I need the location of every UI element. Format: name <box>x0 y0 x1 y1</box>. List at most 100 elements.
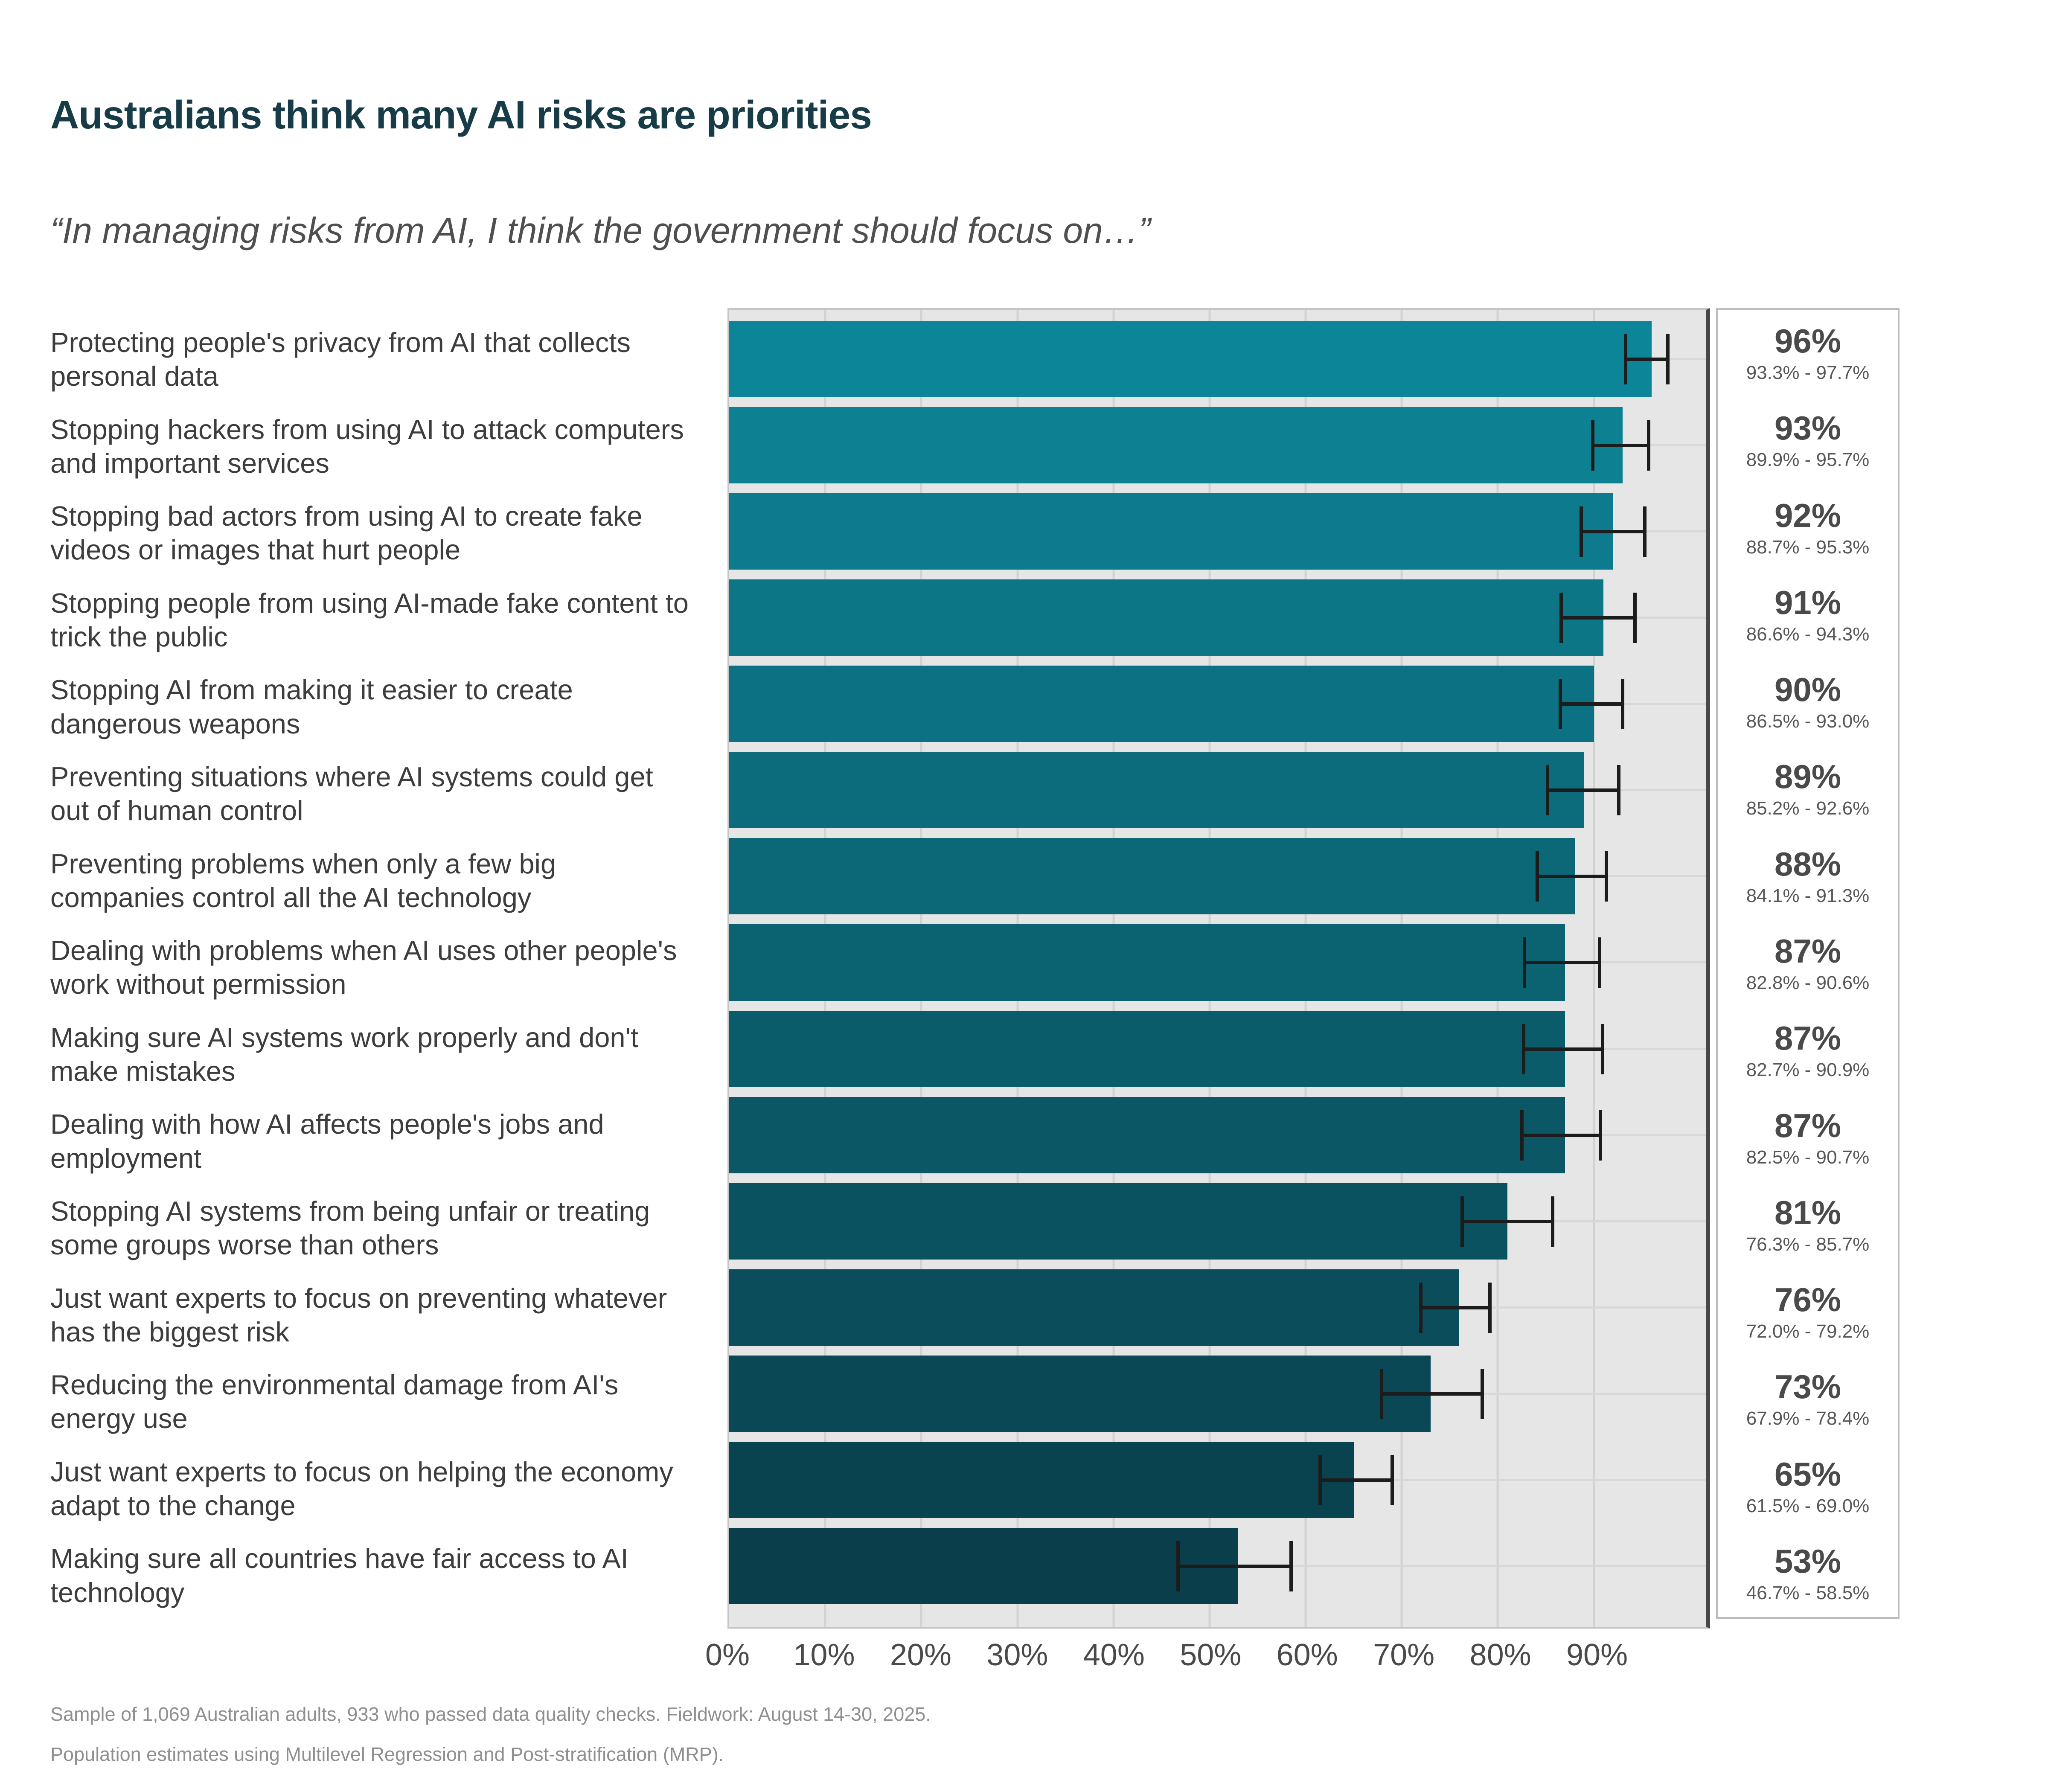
value-cell: 87% 82.7% - 90.9% <box>1718 1007 1898 1094</box>
category-label: Preventing situations where AI systems c… <box>50 761 653 826</box>
x-tick-label: 80% <box>1469 1638 1531 1672</box>
bar <box>729 1183 1507 1260</box>
bar-row <box>729 1269 1706 1356</box>
error-bar-line <box>1537 875 1606 879</box>
bar-row <box>729 1527 1706 1614</box>
error-bar-cap-high <box>1599 1110 1603 1161</box>
error-bar-line <box>1581 530 1645 534</box>
value-cell: 90% 86.5% - 93.0% <box>1718 658 1898 745</box>
x-tick-label: 0% <box>705 1638 750 1672</box>
category-label: Dealing with problems when AI uses other… <box>50 935 677 1000</box>
footer-note-method: Population estimates using Multilevel Re… <box>50 1743 724 1765</box>
bar <box>729 579 1604 656</box>
x-tick-label: 30% <box>986 1638 1048 1672</box>
error-bar-line <box>1524 1047 1603 1051</box>
error-bar-line <box>1381 1392 1483 1396</box>
value-cell: 65% 61.5% - 69.0% <box>1718 1443 1898 1530</box>
error-bar-cap-low <box>1523 937 1527 988</box>
bar <box>729 1269 1460 1346</box>
error-bar-line <box>1178 1564 1292 1568</box>
ci-label: 86.5% - 93.0% <box>1746 711 1870 732</box>
error-bar-cap-low <box>1419 1282 1423 1333</box>
value-cell: 87% 82.5% - 90.7% <box>1718 1094 1898 1181</box>
bar <box>729 666 1594 742</box>
x-tick-label: 50% <box>1180 1638 1242 1672</box>
value-label: 88% <box>1774 845 1841 883</box>
error-bar-cap-high <box>1666 334 1670 385</box>
value-label: 96% <box>1774 322 1841 360</box>
error-bar-cap-low <box>1520 1110 1524 1161</box>
x-tick-label: 90% <box>1566 1638 1628 1672</box>
error-bar-cap-low <box>1559 593 1563 643</box>
bar <box>729 1097 1565 1173</box>
footer-note-sample: Sample of 1,069 Australian adults, 933 w… <box>50 1703 931 1725</box>
chart-title: Australians think many AI risks are prio… <box>50 93 872 137</box>
x-tick-label: 10% <box>793 1638 855 1672</box>
category-label: Stopping AI systems from being unfair or… <box>50 1195 650 1261</box>
error-bar-cap-low <box>1460 1196 1464 1247</box>
category-label: Making sure AI systems work properly and… <box>50 1021 639 1087</box>
bar-row <box>729 924 1706 1010</box>
error-bar-line <box>1521 1133 1601 1137</box>
bar <box>729 1010 1565 1087</box>
category-label: Protecting people's privacy from AI that… <box>50 327 631 392</box>
value-label: 73% <box>1774 1368 1841 1406</box>
error-bar-line <box>1561 616 1635 620</box>
value-label: 76% <box>1774 1281 1841 1319</box>
bar <box>729 407 1623 484</box>
error-bar-line <box>1593 444 1649 448</box>
category-label: Just want experts to focus on preventing… <box>50 1282 667 1347</box>
error-bar-cap-high <box>1621 679 1625 730</box>
bar-row <box>729 1010 1706 1097</box>
error-bar-cap-low <box>1546 765 1550 816</box>
bar-row <box>729 1441 1706 1528</box>
x-axis: 0% 10% 20% 30% 40% 50% 60% 70% 80% 90% <box>705 1638 1710 1676</box>
error-bar-cap-low <box>1176 1541 1180 1591</box>
error-bar-cap-low <box>1591 420 1595 471</box>
error-bar-cap-high <box>1604 851 1608 902</box>
x-tick-label: 60% <box>1276 1638 1338 1672</box>
category-label: Making sure all countries have fair acce… <box>50 1543 628 1608</box>
ci-label: 89.9% - 95.7% <box>1746 449 1870 471</box>
ci-label: 76.3% - 85.7% <box>1746 1233 1870 1255</box>
bar-row <box>729 1183 1706 1269</box>
value-label: 65% <box>1774 1455 1841 1493</box>
bar-rows-layer <box>729 321 1706 1614</box>
error-bar-cap-high <box>1643 506 1647 557</box>
ci-label: 86.6% - 94.3% <box>1746 623 1870 645</box>
error-bar-line <box>1560 702 1623 706</box>
bar-row <box>729 579 1706 666</box>
error-bar-cap-low <box>1318 1455 1322 1505</box>
values-panel: 96% 93.3% - 97.7% 93% 89.9% - 95.7% 92% 88.7%… <box>1716 308 1900 1619</box>
bar-row <box>729 1355 1706 1442</box>
ci-label: 67.9% - 78.4% <box>1746 1408 1870 1429</box>
value-cell: 92% 88.7% - 95.3% <box>1718 484 1898 571</box>
ci-label: 88.7% - 95.3% <box>1746 536 1870 558</box>
ci-label: 61.5% - 69.0% <box>1746 1495 1870 1516</box>
value-cell: 96% 93.3% - 97.7% <box>1718 310 1898 397</box>
error-bar-cap-high <box>1633 593 1637 643</box>
bar-row <box>729 1097 1706 1183</box>
bar-row <box>729 752 1706 838</box>
ci-label: 93.3% - 97.7% <box>1746 362 1870 384</box>
category-labels-column: Protecting people's privacy from AI that… <box>50 321 690 1624</box>
ci-label: 82.7% - 90.9% <box>1746 1059 1870 1081</box>
error-bar-line <box>1462 1219 1553 1223</box>
value-cell: 81% 76.3% - 85.7% <box>1718 1181 1898 1268</box>
error-bar-cap-low <box>1535 851 1539 902</box>
error-bar-cap-high <box>1617 765 1621 816</box>
bar <box>729 321 1652 398</box>
error-bar-line <box>1548 788 1619 792</box>
ci-label: 82.5% - 90.7% <box>1746 1146 1870 1168</box>
bar <box>729 1527 1239 1604</box>
category-label: Reducing the environmental damage from A… <box>50 1369 619 1434</box>
value-cell: 76% 72.0% - 79.2% <box>1718 1268 1898 1356</box>
error-bar-cap-high <box>1488 1282 1492 1333</box>
value-cell: 88% 84.1% - 91.3% <box>1718 833 1898 920</box>
ci-label: 72.0% - 79.2% <box>1746 1321 1870 1342</box>
value-cell: 53% 46.7% - 58.5% <box>1718 1530 1898 1617</box>
value-cell: 91% 86.6% - 94.3% <box>1718 571 1898 658</box>
error-bar-line <box>1524 961 1600 965</box>
category-label: Stopping people from using AI-made fake … <box>50 587 689 653</box>
